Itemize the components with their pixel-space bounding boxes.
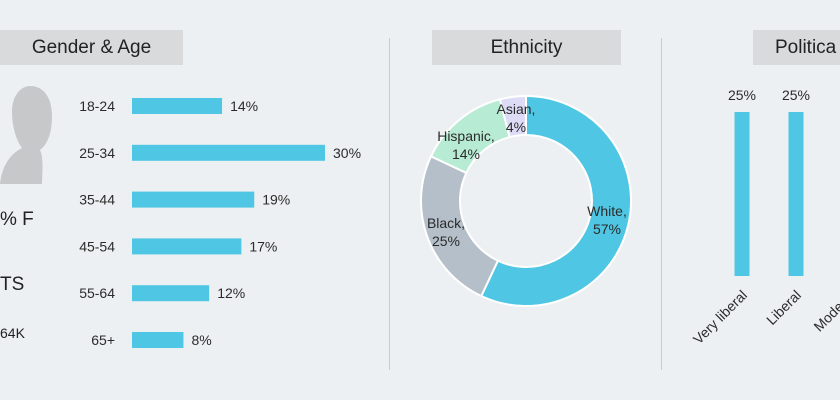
- divider-left: [389, 38, 390, 370]
- age-value-label: 12%: [217, 285, 245, 301]
- age-category-label: 25-34: [79, 145, 115, 161]
- age-value-label: 30%: [333, 145, 361, 161]
- ethnicity-label-value: 57%: [593, 221, 621, 237]
- count-text: 64K: [0, 325, 25, 341]
- ethnicity-label-name: Black,: [427, 215, 465, 231]
- age-category-label: 18-24: [79, 98, 115, 114]
- political-category-label: Liberal: [763, 287, 804, 328]
- age-bar: [132, 332, 184, 348]
- age-value-label: 19%: [262, 192, 290, 208]
- divider-right: [661, 38, 662, 370]
- political-header: Politica: [753, 30, 840, 65]
- ethnicity-label-value: 25%: [432, 233, 460, 249]
- political-title: Politica: [775, 36, 837, 58]
- female-percent-text: % F: [0, 209, 34, 230]
- ethnicity-header: Ethnicity: [432, 30, 621, 65]
- age-bar-chart: 18-24 14% 25-34 30% 35-44 19% 45-54 17% 55-64 12%…: [79, 98, 361, 348]
- age-value-label: 8%: [191, 332, 211, 348]
- political-category-label: Very liberal: [690, 287, 750, 347]
- ethnicity-slice: [479, 94, 632, 307]
- gender-age-title: Gender & Age: [31, 36, 152, 58]
- political-category-label: Moderat: [810, 287, 840, 335]
- ethnicity-label-name: White,: [587, 203, 627, 219]
- age-bar: [132, 238, 242, 255]
- political-bar: [734, 112, 750, 276]
- ts-text: TS: [0, 274, 25, 295]
- ethnicity-title: Ethnicity: [490, 36, 563, 58]
- female-avatar-icon: [0, 86, 52, 184]
- ethnicity-slice: [498, 94, 527, 139]
- political-value-label: 25%: [728, 87, 756, 103]
- ethnicity-label-name: Hispanic,: [437, 128, 495, 144]
- age-category-label: 55-64: [79, 285, 115, 301]
- political-bar: [788, 112, 804, 276]
- age-value-label: 17%: [249, 238, 277, 254]
- ethnicity-label-name: Asian,: [497, 101, 536, 117]
- age-category-label: 35-44: [79, 192, 115, 208]
- age-category-label: 65+: [91, 332, 115, 348]
- age-value-label: 14%: [230, 98, 258, 114]
- age-bar: [132, 191, 255, 208]
- age-bar: [132, 98, 223, 114]
- gender-age-header: Gender & Age: [0, 30, 183, 65]
- ethnicity-label-value: 4%: [506, 119, 526, 135]
- age-category-label: 45-54: [79, 238, 115, 254]
- ethnicity-label-value: 14%: [452, 146, 480, 162]
- political-value-label: 25%: [782, 87, 810, 103]
- age-bar: [132, 285, 210, 302]
- age-bar: [132, 144, 325, 161]
